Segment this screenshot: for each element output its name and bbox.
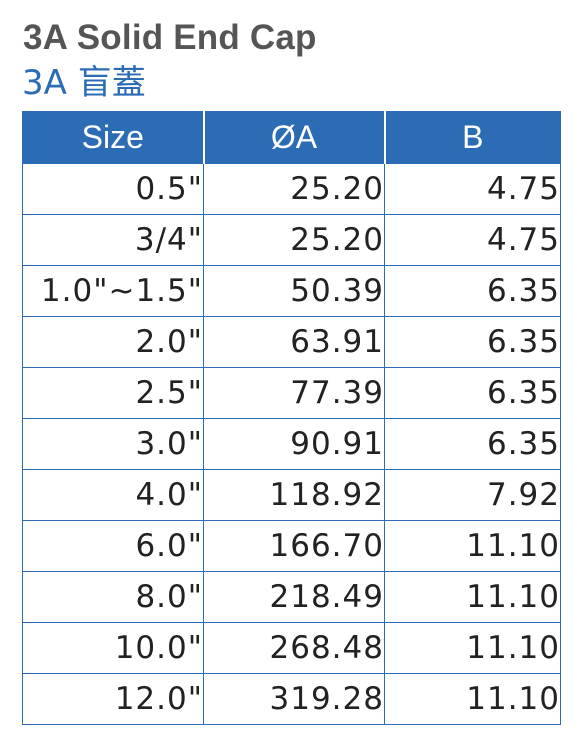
cell-diameter-a: 319.28	[203, 673, 385, 725]
cell-diameter-a: 90.91	[203, 418, 385, 470]
cell-diameter-a: 25.20	[203, 214, 385, 266]
cell-diameter-a: 218.49	[203, 571, 385, 623]
table-row: 6.0" 166.70 11.10	[22, 520, 561, 572]
cell-b: 11.10	[384, 571, 561, 623]
table-row: 0.5" 25.20 4.75	[22, 163, 561, 215]
cell-size: 2.5"	[22, 367, 204, 419]
cell-diameter-a: 50.39	[203, 265, 385, 317]
cell-diameter-a: 166.70	[203, 520, 385, 572]
header-size: Size	[22, 111, 205, 164]
cell-size: 2.0"	[22, 316, 204, 368]
table-header-row: Size ØA B	[22, 111, 561, 164]
table-row: 10.0" 268.48 11.10	[22, 622, 561, 674]
page-title: 3A Solid End Cap	[23, 18, 317, 57]
cell-size: 3/4"	[22, 214, 204, 266]
cell-diameter-a: 118.92	[203, 469, 385, 521]
cell-diameter-a: 25.20	[203, 163, 385, 215]
cell-b: 7.92	[384, 469, 561, 521]
cell-size: 8.0"	[22, 571, 204, 623]
cell-size: 4.0"	[22, 469, 204, 521]
cell-diameter-a: 268.48	[203, 622, 385, 674]
cell-diameter-a: 63.91	[203, 316, 385, 368]
spec-table: Size ØA B 0.5" 25.20 4.75 3/4" 25.20 4.75 1.0"…	[22, 111, 561, 725]
cell-b: 6.35	[384, 265, 561, 317]
table-row: 12.0" 319.28 11.10	[22, 673, 561, 725]
cell-diameter-a: 77.39	[203, 367, 385, 419]
cell-b: 11.10	[384, 622, 561, 674]
cell-b: 6.35	[384, 367, 561, 419]
cell-b: 11.10	[384, 520, 561, 572]
table-row: 2.0" 63.91 6.35	[22, 316, 561, 368]
table-row: 8.0" 218.49 11.10	[22, 571, 561, 623]
cell-size: 6.0"	[22, 520, 204, 572]
table-row: 2.5" 77.39 6.35	[22, 367, 561, 419]
table-row: 4.0" 118.92 7.92	[22, 469, 561, 521]
cell-b: 4.75	[384, 214, 561, 266]
cell-b: 6.35	[384, 418, 561, 470]
page-subtitle-chinese: 3A 盲蓋	[22, 63, 146, 103]
cell-size: 10.0"	[22, 622, 204, 674]
header-diameter-a: ØA	[202, 111, 386, 164]
table-row: 1.0"~1.5" 50.39 6.35	[22, 265, 561, 317]
cell-size: 1.0"~1.5"	[22, 265, 204, 317]
cell-b: 4.75	[384, 163, 561, 215]
cell-size: 12.0"	[22, 673, 204, 725]
cell-size: 3.0"	[22, 418, 204, 470]
cell-size: 0.5"	[22, 163, 204, 215]
table-row: 3.0" 90.91 6.35	[22, 418, 561, 470]
cell-b: 6.35	[384, 316, 561, 368]
header-b: B	[383, 111, 561, 164]
cell-b: 11.10	[384, 673, 561, 725]
table-row: 3/4" 25.20 4.75	[22, 214, 561, 266]
